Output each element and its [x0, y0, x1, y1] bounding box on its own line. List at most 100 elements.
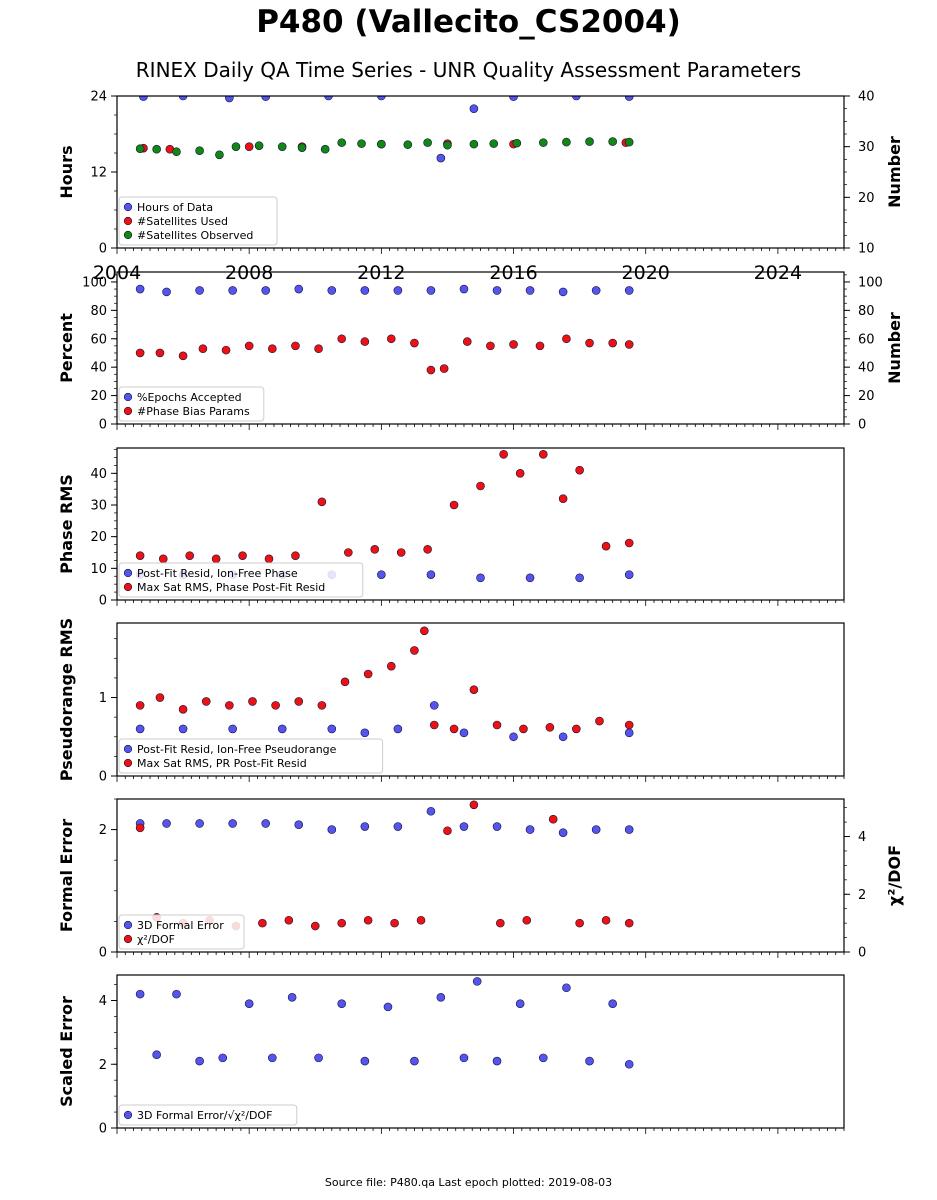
series-3-point — [337, 138, 347, 147]
series-2-point — [221, 345, 231, 355]
series-2-point — [135, 701, 145, 710]
data-markers — [135, 284, 634, 375]
panel-4: 0 1 Pseudorange RMS Post-Fit Resid, Ion-Fre… — [57, 618, 845, 785]
series-2-point — [244, 142, 254, 151]
y-axis-label: Phase RMS — [57, 474, 76, 574]
series-2-point — [314, 344, 323, 354]
series-2-point — [545, 723, 555, 732]
series-2-point — [238, 551, 247, 560]
legend-box — [118, 196, 278, 246]
series-2-point — [449, 500, 459, 510]
series-1-point — [572, 96, 581, 101]
series-1-point — [525, 286, 535, 295]
series-2-point — [178, 351, 188, 361]
series-2-point — [248, 697, 257, 706]
x-tick-label: 2008 — [225, 262, 273, 284]
y-tick-label: 2 — [99, 1058, 107, 1073]
legend-marker — [123, 230, 133, 240]
series-2-point — [271, 701, 280, 710]
series-1-point — [624, 1059, 634, 1069]
series-2-point — [337, 334, 347, 344]
legend: Hours of Data#Satellites Used#Satellites… — [118, 196, 278, 246]
series-3-point — [297, 143, 307, 152]
legend-marker — [123, 934, 133, 944]
y-tick-label: 1 — [99, 691, 107, 706]
legend-label: #Satellites Used — [137, 215, 228, 228]
series-1-point — [624, 286, 634, 295]
series-2-point — [423, 545, 432, 554]
series-1-point — [287, 993, 297, 1002]
series-1-point — [172, 989, 181, 999]
series-1-point — [525, 825, 535, 834]
series-1-point — [261, 96, 271, 101]
series-1-point — [360, 822, 370, 831]
y-tick-label: 0 — [99, 594, 107, 609]
series-1-point — [591, 825, 601, 834]
y-tick-label: 0 — [99, 418, 107, 433]
series-2-point — [370, 545, 380, 554]
legend-marker — [123, 216, 133, 226]
legend-label: Max Sat RMS, PR Post-Fit Resid — [137, 757, 307, 770]
y-tick-label: 2 — [99, 823, 107, 838]
series-2-point — [608, 338, 617, 348]
series-2-point — [291, 551, 300, 560]
series-1-point — [261, 286, 271, 295]
series-2-point — [548, 814, 558, 824]
y2-tick-label: 0 — [858, 946, 866, 961]
series-2-point — [426, 365, 436, 375]
series-1-point — [277, 724, 287, 734]
series-2-point — [535, 341, 545, 351]
series-1-point — [558, 828, 568, 837]
series-2-point — [344, 548, 353, 557]
series-1-point — [162, 819, 171, 828]
figure-title: P480 (Vallecito_CS2004) — [256, 4, 681, 40]
series-2-point — [443, 826, 452, 836]
series-3-point — [403, 140, 413, 149]
y2-tick-label: 10 — [858, 242, 875, 257]
y-tick-label: 0 — [99, 770, 107, 785]
series-2-point — [410, 646, 419, 655]
series-2-point — [572, 724, 581, 734]
x-tick-label: 2016 — [489, 262, 537, 284]
series-3-point — [277, 142, 287, 151]
series-2-point — [519, 724, 528, 734]
series-1-point — [472, 977, 482, 986]
y-tick-label: 10 — [90, 562, 107, 577]
y-tick-label: 80 — [90, 304, 107, 319]
series-1-point — [393, 286, 403, 295]
legend-marker — [123, 920, 133, 930]
series-2-point — [624, 720, 634, 730]
series-1-point — [492, 1056, 502, 1066]
series-1-point — [225, 96, 234, 103]
series-1-point — [429, 701, 439, 710]
series-1-point — [509, 732, 518, 742]
series-1-point — [135, 989, 145, 999]
y-axis-label: Percent — [57, 313, 76, 383]
data-markers — [135, 450, 634, 583]
series-1-point — [393, 724, 403, 734]
series-2-point — [155, 348, 165, 358]
series-2-point — [264, 554, 274, 564]
series-1-point — [525, 573, 535, 583]
series-2-point — [410, 338, 419, 348]
series-2-point — [294, 697, 304, 706]
series-2-point — [496, 918, 505, 928]
x-tick-label: 2020 — [622, 262, 670, 284]
series-1-point — [558, 732, 568, 742]
y2-axis-label: χ²/DOF — [885, 845, 904, 906]
series-2-point — [575, 918, 584, 928]
series-1-point — [509, 96, 518, 101]
y2-axis-label: Number — [885, 136, 904, 208]
series-2-point — [429, 720, 439, 730]
legend-box — [118, 562, 364, 598]
legend-marker — [123, 406, 133, 416]
y-tick-label: 100 — [82, 275, 107, 290]
legend-box — [118, 1104, 298, 1126]
y-tick-label: 20 — [90, 530, 107, 545]
series-2-point — [469, 800, 479, 810]
series-2-point — [624, 918, 634, 928]
series-1-point — [426, 806, 436, 816]
series-1-point — [228, 819, 237, 828]
series-1-point — [476, 573, 485, 583]
series-2-point — [363, 669, 373, 679]
